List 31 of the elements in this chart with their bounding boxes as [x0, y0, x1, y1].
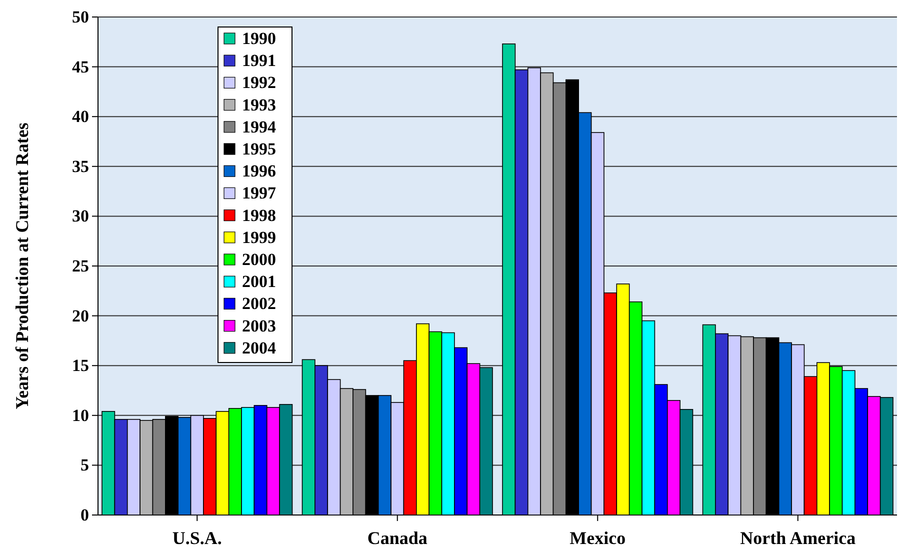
- legend-label: 2000: [242, 250, 276, 269]
- y-tick-label: 10: [72, 406, 89, 425]
- legend-label: 1997: [242, 184, 276, 203]
- x-tick-label: U.S.A.: [172, 528, 222, 548]
- legend-label: 2004: [242, 338, 276, 358]
- y-tick-label: 45: [72, 57, 89, 76]
- y-tick-label: 25: [72, 256, 89, 276]
- y-tick-label: 50: [72, 7, 89, 26]
- x-tick-label: Mexico: [570, 528, 626, 548]
- legend-label: 1998: [242, 206, 276, 225]
- y-tick-label: 40: [72, 107, 89, 126]
- legend-label: 1999: [242, 228, 276, 247]
- x-tick-label: Canada: [367, 528, 428, 548]
- legend-label: 2002: [242, 294, 276, 314]
- legend-label: 1993: [242, 95, 276, 114]
- y-axis-title: Years of Production at Current Rates: [12, 122, 32, 410]
- y-tick-label: 5: [80, 456, 89, 475]
- legend-label: 1995: [242, 140, 276, 158]
- y-tick-label: 35: [72, 156, 89, 176]
- legend-label: 2001: [242, 272, 276, 292]
- legend-label: 1996: [242, 162, 276, 181]
- x-tick-label: North America: [740, 528, 856, 548]
- y-tick-label: 0: [80, 505, 89, 524]
- legend-label: 1990: [242, 29, 276, 48]
- legend-label: 1992: [242, 73, 276, 92]
- legend-label: 1991: [242, 51, 276, 70]
- legend-label: 1994: [242, 117, 276, 136]
- y-tick-label: 20: [72, 306, 89, 326]
- y-tick-label: 30: [72, 206, 89, 226]
- legend-label: 2003: [242, 316, 276, 336]
- y-tick-label: 15: [72, 356, 89, 376]
